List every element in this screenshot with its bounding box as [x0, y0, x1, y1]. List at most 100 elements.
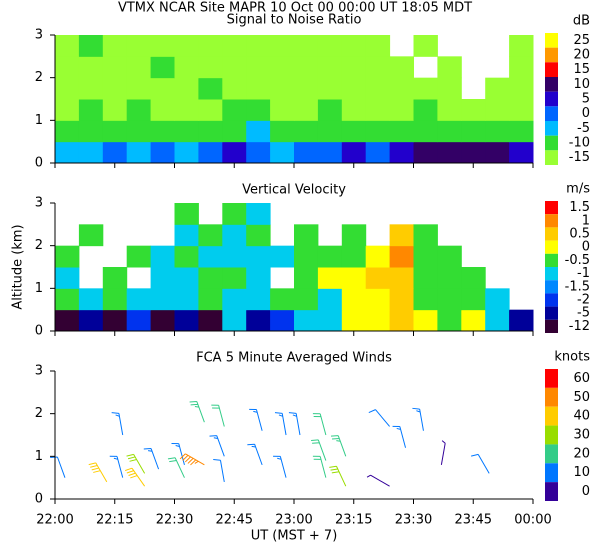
heatmap-cell — [174, 203, 199, 225]
heatmap-cell — [150, 267, 175, 289]
heatmap-cell — [294, 35, 319, 57]
y-tick-label: 0 — [35, 492, 43, 507]
heatmap-cell — [461, 99, 486, 121]
heatmap-cell — [485, 99, 510, 121]
colorbar-label: -0.5 — [565, 253, 590, 268]
heatmap-cell — [294, 77, 319, 100]
heatmap-cell — [365, 56, 391, 79]
heatmap-cell — [437, 309, 462, 332]
heatmap-cell — [509, 99, 534, 121]
heatmap-cell — [485, 120, 510, 143]
heatmap-cell — [365, 245, 391, 268]
colorbar-label: 20 — [573, 446, 590, 461]
heatmap-cell — [509, 141, 534, 164]
colorbar-bin — [545, 293, 558, 307]
wind-barb — [179, 453, 205, 466]
wind-barb — [143, 447, 160, 470]
heatmap-cell — [102, 120, 128, 143]
heatmap-cell — [126, 56, 152, 79]
heatmap-cell — [270, 141, 295, 164]
heatmap-cell — [413, 245, 438, 268]
wind-barb — [312, 413, 327, 436]
heatmap-cell — [485, 309, 510, 332]
colorbar-bin — [545, 106, 558, 121]
heatmap-cell — [341, 99, 367, 121]
wind-barb — [213, 459, 225, 483]
heatmap-cell — [365, 120, 391, 143]
heatmap-cell — [485, 288, 510, 311]
colorbar-label: 20 — [573, 48, 590, 63]
heatmap-cell — [437, 288, 462, 311]
wind-barb — [273, 455, 287, 478]
heatmap-cell — [222, 267, 247, 289]
heatmap-cell — [413, 77, 438, 100]
heatmap-cell — [150, 77, 175, 100]
colorbar-bin — [545, 387, 558, 407]
heatmap-cell — [150, 35, 175, 57]
heatmap-cell — [150, 99, 175, 121]
header-title: VTMX NCAR Site MAPR 10 Oct 00 00:00 UT 1… — [118, 1, 472, 16]
heatmap-cell — [55, 56, 80, 79]
heatmap-cell — [126, 309, 152, 332]
colorbar-unit: dB — [573, 14, 590, 29]
heatmap-cell — [317, 288, 343, 311]
heatmap-cell — [150, 56, 175, 79]
heatmap-cell — [150, 245, 175, 268]
heatmap-cell — [174, 56, 199, 79]
wind-barb — [329, 465, 347, 487]
heatmap-cell — [341, 245, 367, 268]
wind-barb — [440, 440, 446, 465]
heatmap-cell — [270, 77, 295, 100]
colorbar-label: 10 — [573, 77, 590, 92]
heatmap-cell — [126, 99, 152, 121]
heatmap-cell — [270, 288, 295, 311]
y-tick-label: 2 — [35, 238, 43, 253]
wind-barb — [88, 462, 108, 483]
heatmap-cell — [509, 77, 534, 100]
y-tick-label: 1 — [35, 281, 43, 296]
heatmap-cell — [246, 120, 271, 143]
wind-barb — [311, 439, 327, 461]
colorbar-label: 50 — [573, 390, 590, 405]
heatmap-cell — [246, 288, 271, 311]
wind-barb — [366, 474, 390, 487]
colorbar-bin — [545, 319, 558, 333]
heatmap-cell — [126, 245, 152, 268]
colorbar-label: -10 — [569, 136, 590, 151]
colorbar-bin — [545, 280, 558, 294]
heatmap-cell — [389, 56, 414, 79]
colorbar-label: 40 — [573, 409, 590, 424]
heatmap-cell — [509, 309, 534, 332]
colorbar-label: 0 — [582, 484, 590, 499]
heatmap-cell — [78, 141, 104, 164]
heatmap-cell — [389, 141, 414, 164]
heatmap-cell — [246, 141, 271, 164]
wind-barb — [50, 456, 66, 478]
heatmap-cell — [102, 99, 128, 121]
heatmap-cell — [317, 77, 343, 100]
colorbar-bin — [545, 227, 558, 241]
heatmap-cell — [461, 309, 486, 332]
heatmap-cell — [461, 141, 486, 164]
colorbar-label: 0 — [582, 106, 590, 121]
panel-title: FCA 5 Minute Averaged Winds — [196, 351, 392, 366]
colorbar-bin — [545, 253, 558, 267]
heatmap-cell — [317, 267, 343, 289]
wind-barb — [167, 457, 185, 478]
heatmap-cell — [174, 141, 199, 164]
colorbar-label: 0.5 — [569, 227, 590, 242]
heatmap-cell — [222, 56, 247, 79]
heatmap-cell — [294, 288, 319, 311]
heatmap-cell — [341, 309, 367, 332]
heatmap-cell — [78, 120, 104, 143]
heatmap-cell — [413, 99, 438, 121]
heatmap-cell — [174, 77, 199, 100]
heatmap-cell — [150, 309, 175, 332]
heatmap-cell — [413, 35, 438, 57]
panel-title: Vertical Velocity — [242, 183, 346, 198]
wind-barb — [312, 455, 327, 478]
heatmap-cell — [102, 56, 128, 79]
heatmap-cell — [509, 35, 534, 57]
heatmap-cell — [317, 309, 343, 332]
heatmap-cell — [413, 224, 438, 247]
